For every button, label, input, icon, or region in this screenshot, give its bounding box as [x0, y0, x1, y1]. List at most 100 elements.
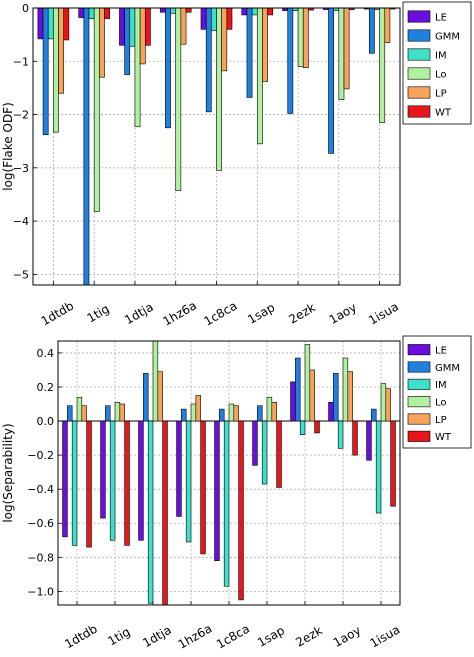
bar-lo-1isua [379, 7, 386, 123]
bar-wt-1dtja [162, 420, 168, 606]
legend-label-gmm: GMM [435, 32, 460, 43]
x-tick-label: 1dtja [122, 300, 156, 327]
legend-swatch-im [407, 378, 431, 390]
y-tick-label: −0.8 [27, 551, 54, 564]
bar-lp-1hz6a [180, 7, 187, 45]
bar-gmm-1hz6a [165, 7, 171, 129]
bar-le-1sap [252, 420, 258, 466]
legend-swatch-lo [407, 396, 431, 408]
bar-gmm-1aoy [328, 7, 334, 154]
bar-wt-1sap [276, 420, 282, 488]
bar-wt-1sap [267, 7, 274, 16]
bar-im-1aoy [337, 420, 344, 449]
bar-lp-1c8ca [233, 405, 239, 422]
legend-swatch-lo [407, 67, 431, 80]
bar-gmm-1tig [105, 405, 111, 422]
bar-lp-1dtdb [81, 405, 87, 422]
x-tick-label: 1aoy [331, 623, 363, 650]
x-tick-label: 1c8ca [214, 622, 252, 652]
bar-le-1c8ca [200, 7, 207, 30]
bar-wt-1dtdb [63, 7, 70, 41]
bar-gmm-1c8ca [205, 7, 212, 113]
bar-gmm-1isua [368, 7, 375, 54]
bar-lp-1hz6a [195, 395, 201, 422]
x-tick-label: 1tig [85, 302, 112, 326]
legend-swatch-gmm [407, 361, 431, 373]
bar-lp-1dtdb [58, 7, 65, 94]
bar-lo-1aoy [338, 7, 345, 100]
flake-odf-chart: 0 −1 −2 −3 −4 −5 1dtdb 1tig 1dtja 1hz6a 1c8ca 1sap 2… [1, 1, 472, 329]
legend-swatch-le [407, 344, 431, 356]
bar-wt-1dtja [144, 7, 151, 46]
bar-gmm-1sap [246, 7, 253, 98]
y-tick-label: −1.0 [27, 585, 54, 598]
x-tick-label: 2ezk [293, 623, 325, 649]
x-tick-label: 1isua [366, 299, 401, 327]
x-tick-label: 1dtja [140, 623, 174, 650]
legend-swatch-le [407, 10, 431, 23]
y-tick-label: 0.4 [37, 347, 55, 360]
y-tick-label: −1 [13, 55, 29, 68]
bar-lo-2ezk [297, 7, 304, 67]
bar-gmm-2ezk [287, 7, 294, 114]
bar-im-1hz6a [185, 420, 192, 543]
legend-label-gmm: GMM [435, 363, 460, 374]
bar-lo-1sap [256, 7, 263, 145]
legend-label-le: LE [435, 345, 447, 356]
bar-le-1dtja [138, 420, 144, 541]
x-tick-label: 1tig [105, 625, 132, 649]
bar-im-1sap [251, 7, 258, 16]
bar-im-1dtdb [71, 420, 78, 546]
bar-wt-1hz6a [185, 7, 192, 13]
legend-label-wt: WT [435, 108, 452, 119]
bar-le-1tig [78, 7, 85, 18]
legend-label-im: IM [435, 51, 447, 62]
y-axis-label: log(Flake ODF) [1, 102, 15, 191]
legend-swatch-lp [407, 86, 431, 99]
bar-gmm-1aoy [333, 373, 339, 422]
legend-swatch-wt [407, 105, 431, 118]
x-tick-label: 1dtdb [62, 622, 99, 652]
bar-le-1dtdb [37, 7, 44, 40]
x-tick-label: 1hz6a [160, 298, 199, 328]
y-tick-label: −3 [13, 162, 29, 175]
y-tick-label: 0 [22, 2, 29, 15]
bar-im-1isua [375, 420, 382, 514]
bar-im-1dtja [147, 420, 154, 604]
x-tick-label: 1sap [255, 623, 287, 650]
bar-le-1isua [366, 420, 372, 461]
bar-lo-1dtdb [53, 7, 59, 133]
y-tick-label: 0.2 [37, 381, 55, 394]
bar-gmm-1tig [83, 7, 90, 286]
bar-wt-1aoy [352, 420, 358, 456]
bar-lo-1hz6a [190, 403, 197, 422]
legend: LE GMM IM Lo LP WT [402, 335, 472, 449]
x-tick-label: 2ezk [286, 300, 318, 326]
bar-lp-2ezk [309, 369, 315, 422]
bar-gmm-1c8ca [219, 408, 225, 422]
bar-lp-1tig [119, 403, 125, 422]
bar-lp-1aoy [347, 371, 353, 422]
bar-im-1c8ca [223, 420, 230, 587]
bar-lp-1aoy [343, 7, 350, 90]
legend-label-lo: Lo [435, 397, 447, 408]
bar-im-1tig [109, 420, 116, 541]
bar-im-1dtdb [47, 7, 54, 40]
bar-le-1dtdb [62, 420, 68, 538]
bar-wt-1tig [104, 7, 110, 19]
bar-le-1c8ca [214, 420, 220, 562]
bar-im-1hz6a [170, 7, 177, 14]
bar-lp-1sap [262, 7, 268, 82]
bar-lo-1aoy [342, 357, 349, 422]
bar-lo-1dtja [134, 7, 141, 128]
bar-le-1aoy [328, 402, 334, 422]
bar-le-1hz6a [159, 7, 166, 13]
legend-label-lo: Lo [435, 70, 447, 81]
x-tick-label: 1dtdb [39, 299, 76, 329]
y-tick-label: −0.6 [27, 517, 54, 530]
bar-lo-1hz6a [175, 7, 182, 192]
legend-label-lp: LP [435, 415, 447, 426]
legend: LE GMM IM Lo LP WT [402, 1, 472, 125]
bar-lo-1isua [380, 383, 387, 422]
